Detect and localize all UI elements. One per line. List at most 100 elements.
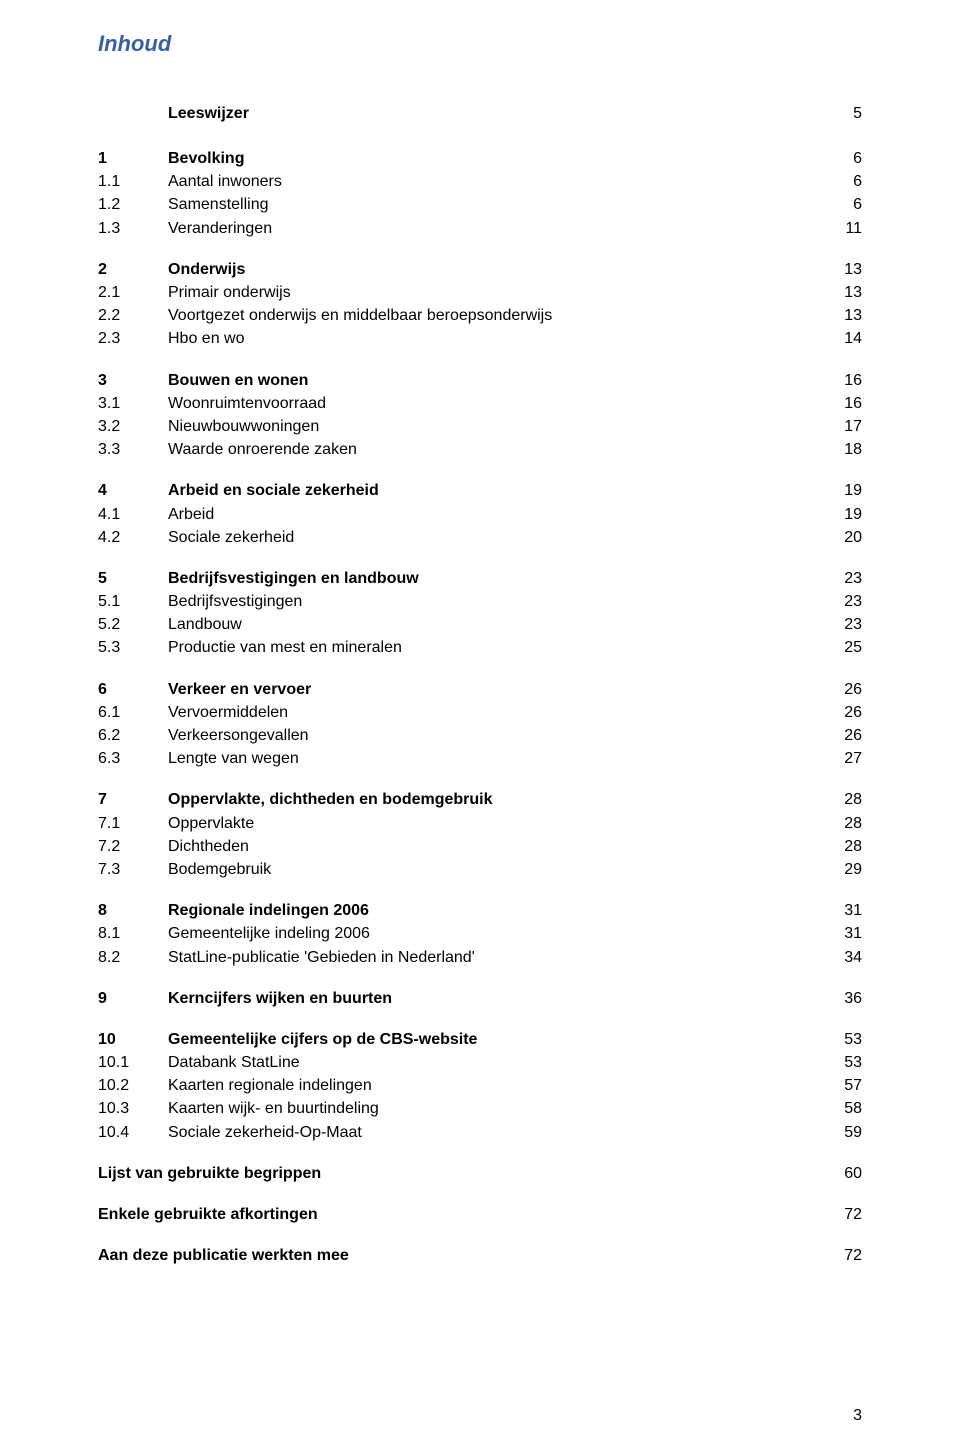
toc-section-header: 3Bouwen en wonen16 — [98, 369, 862, 392]
toc-page-num: 13 — [822, 281, 862, 304]
toc-label: Bevolking — [168, 147, 822, 170]
toc-page-num: 26 — [822, 701, 862, 724]
toc-tail: Lijst van gebruikte begrippen60 Enkele ge… — [98, 1162, 862, 1268]
toc-section-header: 10Gemeentelijke cijfers op de CBS-websit… — [98, 1028, 862, 1051]
toc-label: Enkele gebruikte afkortingen — [98, 1203, 822, 1226]
toc-num: 6 — [98, 678, 168, 701]
toc-num: 10.4 — [98, 1121, 168, 1144]
toc-page-num: 36 — [822, 987, 862, 1010]
toc-page-num: 6 — [822, 170, 862, 193]
toc-label: Hbo en wo — [168, 327, 822, 350]
toc-num: 5 — [98, 567, 168, 590]
toc-section-header: 4Arbeid en sociale zekerheid19 — [98, 479, 862, 502]
toc-row: Lijst van gebruikte begrippen60 — [98, 1162, 862, 1185]
toc-label: Landbouw — [168, 613, 822, 636]
toc-label: Sociale zekerheid — [168, 526, 822, 549]
toc-subrow: 5.2Landbouw23 — [98, 613, 862, 636]
toc-subrow: 2.3Hbo en wo14 — [98, 327, 862, 350]
toc-num: 8.1 — [98, 922, 168, 945]
toc-section-header: 9Kerncijfers wijken en buurten36 — [98, 987, 862, 1010]
toc-label: Productie van mest en mineralen — [168, 636, 822, 659]
toc-label: Gemeentelijke cijfers op de CBS-website — [168, 1028, 822, 1051]
toc-label: Samenstelling — [168, 193, 822, 216]
toc-label: Bedrijfsvestigingen — [168, 590, 822, 613]
toc-num: 10 — [98, 1028, 168, 1051]
toc-page-num: 53 — [822, 1051, 862, 1074]
toc-section: 7Oppervlakte, dichtheden en bodemgebruik… — [98, 788, 862, 881]
toc-num: 1.3 — [98, 217, 168, 240]
toc-page-num: 58 — [822, 1097, 862, 1120]
toc-subrow: 6.3Lengte van wegen27 — [98, 747, 862, 770]
toc-num: 3 — [98, 369, 168, 392]
toc-num: 8.2 — [98, 946, 168, 969]
toc-section-header: 2Onderwijs13 — [98, 258, 862, 281]
toc-subrow: 2.1Primair onderwijs13 — [98, 281, 862, 304]
toc-page-num: 28 — [822, 788, 862, 811]
toc-num: 10.1 — [98, 1051, 168, 1074]
toc-label: Verkeersongevallen — [168, 724, 822, 747]
toc-num: 2.2 — [98, 304, 168, 327]
toc-page-num: 53 — [822, 1028, 862, 1051]
toc-subrow: 10.4Sociale zekerheid-Op-Maat59 — [98, 1121, 862, 1144]
toc-page-num: 19 — [822, 479, 862, 502]
toc-subrow: 7.1Oppervlakte28 — [98, 812, 862, 835]
toc-page-num: 31 — [822, 922, 862, 945]
toc-subrow: 8.1Gemeentelijke indeling 200631 — [98, 922, 862, 945]
toc-label: Woonruimtenvoorraad — [168, 392, 822, 415]
toc-subrow: 4.1Arbeid19 — [98, 503, 862, 526]
toc-row: Enkele gebruikte afkortingen72 — [98, 1203, 862, 1226]
toc-label: Databank StatLine — [168, 1051, 822, 1074]
toc-section-header: 1Bevolking6 — [98, 147, 862, 170]
page-title: Inhoud — [98, 28, 862, 60]
toc-label: Primair onderwijs — [168, 281, 822, 304]
toc-num: 2.1 — [98, 281, 168, 304]
toc-page-num: 28 — [822, 812, 862, 835]
toc-num: 2.3 — [98, 327, 168, 350]
toc-page-num: 6 — [822, 193, 862, 216]
toc-section: 6Verkeer en vervoer26 6.1Vervoermiddelen2… — [98, 678, 862, 771]
toc-num: 4 — [98, 479, 168, 502]
toc-label: Aantal inwoners — [168, 170, 822, 193]
toc-page-num: 23 — [822, 590, 862, 613]
toc-label: Kaarten regionale indelingen — [168, 1074, 822, 1097]
toc-page: Inhoud Leeswijzer 5 1Bevolking61.1Aantal… — [0, 0, 960, 1451]
toc-label: Arbeid — [168, 503, 822, 526]
toc-subrow: 1.2Samenstelling6 — [98, 193, 862, 216]
toc-page-num: 11 — [822, 217, 862, 240]
toc-num: 6.1 — [98, 701, 168, 724]
toc-section: 1Bevolking61.1Aantal inwoners61.2Samenst… — [98, 147, 862, 240]
toc-num: 8 — [98, 899, 168, 922]
toc-num: 7.3 — [98, 858, 168, 881]
toc-num: 1.1 — [98, 170, 168, 193]
toc-section: 8Regionale indelingen 2006318.1Gemeentel… — [98, 899, 862, 969]
toc-page-num: 25 — [822, 636, 862, 659]
toc-page-num: 13 — [822, 258, 862, 281]
toc-label: Vervoermiddelen — [168, 701, 822, 724]
toc-section-header: 5Bedrijfsvestigingen en landbouw23 — [98, 567, 862, 590]
toc-page-num: 29 — [822, 858, 862, 881]
toc-section: 10Gemeentelijke cijfers op de CBS-websit… — [98, 1028, 862, 1144]
toc-label: Verkeer en vervoer — [168, 678, 822, 701]
toc-subrow: 6.2Verkeersongevallen26 — [98, 724, 862, 747]
toc-page-num: 26 — [822, 678, 862, 701]
toc-num: 4.2 — [98, 526, 168, 549]
toc-page-num: 72 — [822, 1244, 862, 1267]
toc-label: StatLine-publicatie 'Gebieden in Nederla… — [168, 946, 822, 969]
toc-page-num: 28 — [822, 835, 862, 858]
toc-label: Kerncijfers wijken en buurten — [168, 987, 822, 1010]
toc-page-num: 13 — [822, 304, 862, 327]
toc-num: 6.3 — [98, 747, 168, 770]
toc-subrow: 5.3Productie van mest en mineralen25 — [98, 636, 862, 659]
toc-section-header: 7Oppervlakte, dichtheden en bodemgebruik… — [98, 788, 862, 811]
toc-tail-entry: Lijst van gebruikte begrippen60 — [98, 1162, 862, 1185]
toc-num: 7 — [98, 788, 168, 811]
toc-subrow: 2.2Voortgezet onderwijs en middelbaar be… — [98, 304, 862, 327]
toc-section: 9Kerncijfers wijken en buurten36 — [98, 987, 862, 1010]
toc-label: Kaarten wijk- en buurtindeling — [168, 1097, 822, 1120]
toc-subrow: 3.2Nieuwbouwwoningen17 — [98, 415, 862, 438]
toc-label: Voortgezet onderwijs en middelbaar beroe… — [168, 304, 822, 327]
toc-num: 10.3 — [98, 1097, 168, 1120]
toc-subrow: 7.2Dichtheden28 — [98, 835, 862, 858]
toc-label: Lijst van gebruikte begrippen — [98, 1162, 822, 1185]
toc-page-num: 59 — [822, 1121, 862, 1144]
